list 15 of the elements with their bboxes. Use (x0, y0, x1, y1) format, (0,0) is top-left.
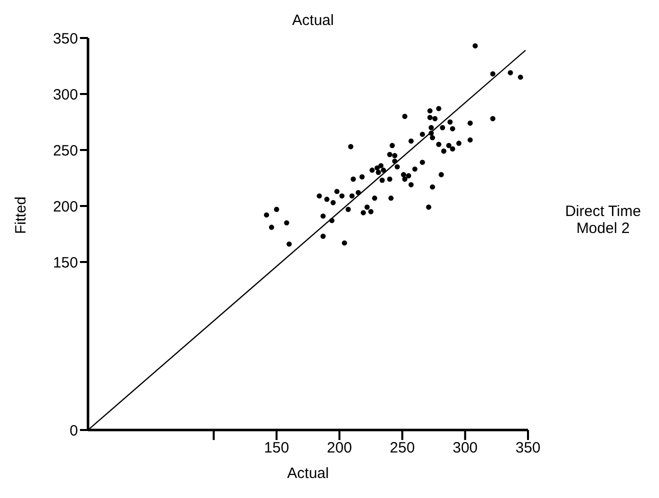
y-tick-label: 250 (52, 142, 78, 160)
y-tick-label: 200 (52, 198, 78, 216)
y-axis-title: Fitted (12, 196, 30, 234)
y-tick-label: 300 (52, 86, 78, 104)
x-tick-label: 200 (326, 440, 352, 457)
text: Actual (291, 12, 335, 29)
x-tick-label: 350 (515, 440, 541, 457)
y-tick-label: 150 (52, 254, 78, 272)
y-tick-label: 350 (52, 30, 78, 48)
y-tick-label: 0 (70, 422, 78, 440)
text: Direct Time Model 2 (564, 203, 642, 237)
x-tick-label: 150 (264, 440, 290, 457)
x-axis-title: Actual (287, 465, 329, 482)
x-tick-label: 300 (452, 440, 478, 457)
x-tick-label: 250 (390, 440, 415, 457)
